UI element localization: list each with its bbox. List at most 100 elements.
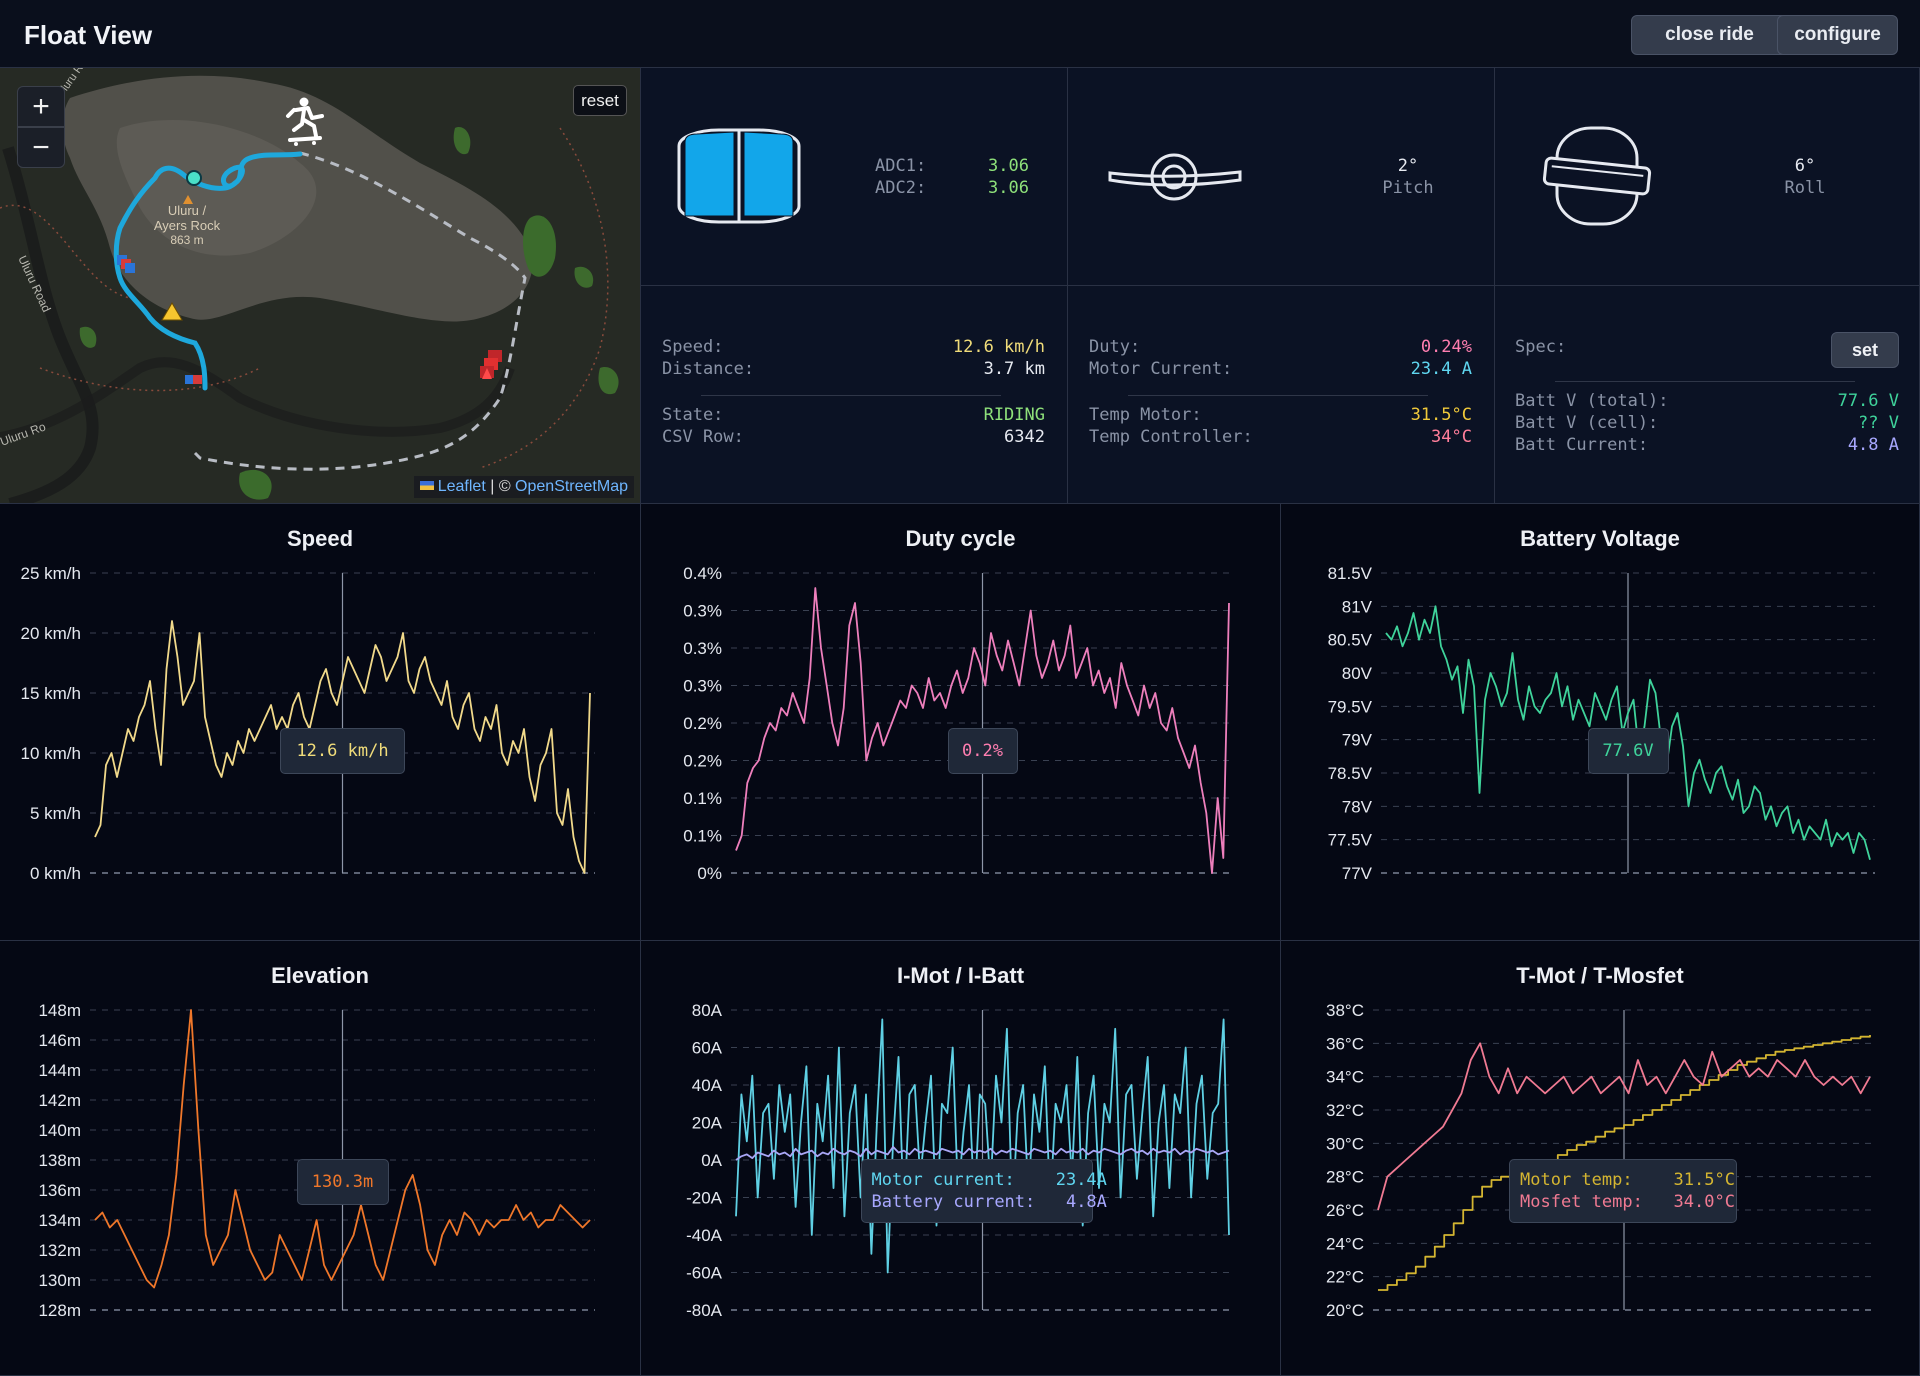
y-tick-label: 30°C <box>1326 1134 1364 1153</box>
motor-current-value: 23.4 A <box>1410 359 1472 379</box>
close-ride-button[interactable]: close ride <box>1631 15 1788 55</box>
series-line-mosfet-temp <box>1377 1042 1871 1211</box>
roll-panel: 6° Roll <box>1495 68 1920 286</box>
distance-value: 3.7 km <box>983 359 1045 379</box>
osm-link[interactable]: OpenStreetMap <box>515 478 628 495</box>
adc2-label: ADC2: <box>875 178 927 198</box>
y-tick-label: 142m <box>38 1091 81 1110</box>
speed-chart[interactable]: Speed 0 km/h 5 km/h 10 km/h 15 km/h 20 km/h 2… <box>0 504 641 941</box>
chart-plot[interactable]: 0 km/h 5 km/h 10 km/h 15 km/h 20 km/h 25 km/h <box>0 504 640 940</box>
batt-current-value: 4.8 A <box>1847 435 1899 455</box>
y-tick-label: 15 km/h <box>21 684 81 703</box>
motor-current-label: Motor Current: <box>1089 359 1233 379</box>
map-panel[interactable]: Uluru / Ayers Rock 863 m Uluru Road Ulur… <box>0 68 641 504</box>
adc2-value: 3.06 <box>988 178 1029 198</box>
speed-label: Speed: <box>662 337 724 357</box>
y-tick-label: 81V <box>1342 597 1373 616</box>
y-tick-label: 0.2% <box>683 752 722 771</box>
map-reset-button[interactable]: reset <box>573 85 627 116</box>
chart-plot[interactable]: 0% 0.1% 0.1% 0.2% 0.2% 0.3% 0.3% 0.3% 0.4% <box>641 504 1280 940</box>
peak-marker <box>183 195 193 204</box>
y-tick-label: 0.2% <box>683 714 722 733</box>
place-label: Uluru / <box>168 203 207 218</box>
elevation-chart[interactable]: Elevation 128m 130m 132m 134m 136m 138m 140m 14… <box>0 941 641 1376</box>
y-tick-label: 80A <box>692 1001 723 1020</box>
chart-title: I-Mot / I-Batt <box>896 963 1025 988</box>
y-tick-label: 22°C <box>1326 1268 1364 1287</box>
y-tick-label: 77V <box>1342 864 1373 883</box>
batt-current-label: Batt Current: <box>1515 435 1649 455</box>
chart-plot[interactable]: 20°C 22°C 24°C 26°C 28°C 30°C 32°C 34°C 36°C 38°C <box>1281 941 1919 1375</box>
y-tick-label: 32°C <box>1326 1101 1364 1120</box>
duty-value: 0.24% <box>1420 337 1472 357</box>
roll-label: Roll <box>1784 178 1826 198</box>
y-tick-label: 0A <box>701 1151 722 1170</box>
road <box>2 146 99 503</box>
y-tick-label: 136m <box>38 1181 81 1200</box>
chart-tooltip: 0.2% <box>947 728 1018 774</box>
configure-button[interactable]: configure <box>1777 15 1898 55</box>
currents-chart[interactable]: I-Mot / I-Batt -80A -60A -40A -20A 0A 20A 40A 6… <box>641 941 1281 1376</box>
zoom-out-button[interactable]: − <box>17 127 65 168</box>
zoom-in-button[interactable]: + <box>17 86 65 127</box>
y-tick-label: 10 km/h <box>21 744 81 763</box>
chart-title: Speed <box>286 526 354 551</box>
y-tick-label: 144m <box>38 1061 81 1080</box>
chart-title: Elevation <box>271 963 369 988</box>
chart-plot[interactable]: 77V 77.5V 78V 78.5V 79V 79.5V 80V 80.5V 81V 81.5V <box>1281 504 1919 940</box>
y-tick-label: 0.1% <box>683 789 722 808</box>
y-tick-label: 20°C <box>1326 1301 1364 1320</box>
chart-tooltip: 130.3m <box>296 1159 389 1205</box>
y-tick-label: 38°C <box>1326 1001 1364 1020</box>
pitch-value: 2° <box>1397 156 1419 176</box>
y-tick-label: 5 km/h <box>30 804 81 823</box>
tooltip-line: Motor current: 23.4A <box>871 1170 1107 1190</box>
board-front-icon <box>1542 126 1652 226</box>
temperature-chart[interactable]: T-Mot / T-Mosfet 20°C 22°C 24°C 26°C 28°C 30°… <box>1281 941 1920 1376</box>
ride-track <box>113 151 303 391</box>
y-tick-label: -20A <box>686 1189 723 1208</box>
y-tick-label: 134m <box>38 1211 81 1230</box>
y-tick-label: 140m <box>38 1121 81 1140</box>
chart-plot[interactable]: 128m 130m 132m 134m 136m 138m 140m 142m 144m 146m… <box>0 941 640 1375</box>
chart-title: Battery Voltage <box>1520 526 1680 551</box>
leaflet-link[interactable]: Leaflet <box>437 478 486 495</box>
y-tick-label: 78V <box>1342 797 1373 816</box>
place-label-3: 863 m <box>170 233 203 247</box>
y-tick-label: -80A <box>686 1301 723 1320</box>
y-tick-label: 77.5V <box>1328 831 1373 850</box>
set-spec-button[interactable]: set <box>1831 332 1899 368</box>
y-tick-label: 80V <box>1342 664 1373 683</box>
y-tick-label: -40A <box>686 1226 723 1245</box>
chart-tooltip: 77.6V <box>1587 728 1669 774</box>
y-tick-label: -60A <box>686 1264 723 1283</box>
series-line-motor-temp <box>1378 1035 1871 1291</box>
batt-v-total-value: 77.6 V <box>1837 391 1899 411</box>
y-tick-label: 146m <box>38 1031 81 1050</box>
y-tick-label: 0.3% <box>683 677 722 696</box>
csv-row-label: CSV Row: <box>662 427 744 447</box>
y-tick-label: 26°C <box>1326 1201 1364 1220</box>
y-tick-label: 81.5V <box>1328 564 1373 583</box>
y-tick-label: 28°C <box>1326 1168 1364 1187</box>
temp-controller-label: Temp Controller: <box>1089 427 1253 447</box>
y-tick-label: 24°C <box>1326 1234 1364 1253</box>
series-line-duty <box>735 587 1230 874</box>
adc1-value: 3.06 <box>988 156 1029 176</box>
battery-voltage-chart[interactable]: Battery Voltage 77V 77.5V 78V 78.5V 79V 79.5V… <box>1281 504 1920 941</box>
csv-row-value: 6342 <box>1004 427 1045 447</box>
duty-cycle-chart[interactable]: Duty cycle 0% 0.1% 0.1% 0.2% 0.2% 0.3% 0.3% 0.3… <box>641 504 1281 941</box>
batt-v-cell-label: Batt V (cell): <box>1515 413 1659 433</box>
pitch-panel: 2° Pitch <box>1068 68 1495 286</box>
y-tick-label: 20 km/h <box>21 624 81 643</box>
map-canvas[interactable]: Uluru / Ayers Rock 863 m Uluru Road Ulur… <box>0 68 641 504</box>
attribution-separator: | © <box>485 478 516 495</box>
batt-v-cell-value: ?? V <box>1858 413 1899 433</box>
rider-icon <box>286 97 324 146</box>
adc1-label: ADC1: <box>875 156 927 176</box>
y-tick-label: 60A <box>692 1039 723 1058</box>
tooltip-line: Mosfet temp: 34.0°C <box>1520 1192 1735 1212</box>
tooltip-line: Battery current: 4.8A <box>871 1192 1107 1212</box>
chart-plot[interactable]: -80A -60A -40A -20A 0A 20A 40A 60A 80A <box>641 941 1280 1375</box>
motor-stats-panel: Duty: 0.24% Motor Current: 23.4 A Temp M… <box>1068 286 1495 504</box>
